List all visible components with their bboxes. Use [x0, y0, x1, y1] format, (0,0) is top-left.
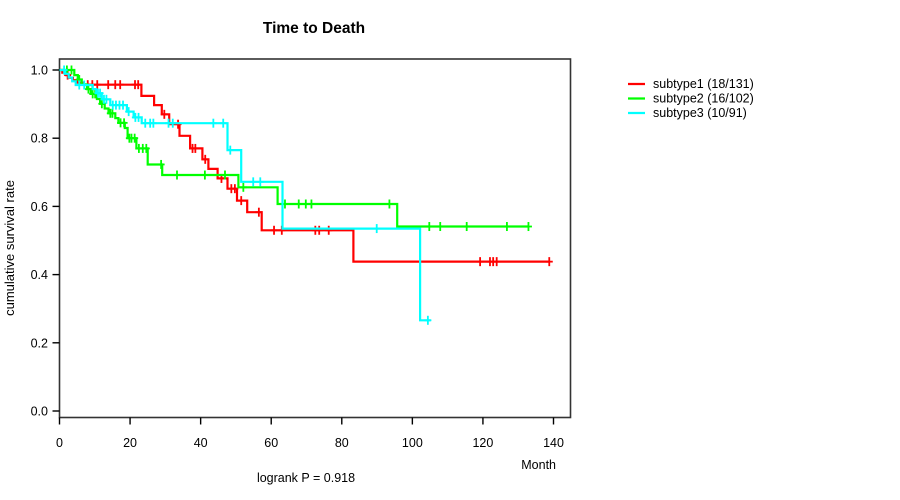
x-tick-label: 20 — [123, 436, 137, 450]
y-tick-label: 0.2 — [31, 336, 48, 350]
y-axis-title: cumulative survival rate — [2, 180, 17, 316]
legend-item-subtype3: subtype3 (10/91) — [628, 106, 747, 120]
plot-title: Time to Death — [263, 20, 365, 37]
x-tick-label: 80 — [335, 436, 349, 450]
legend-item-subtype2: subtype2 (16/102) — [628, 92, 754, 106]
x-tick-label: 0 — [56, 436, 63, 450]
legend: subtype1 (18/131) subtype2 (16/102) subt… — [628, 77, 754, 120]
y-tick-label: 0.6 — [31, 200, 48, 214]
legend-label-subtype2: subtype2 (16/102) — [653, 92, 754, 106]
plot-box — [58, 58, 572, 419]
x-tick-label: 100 — [402, 436, 423, 450]
y-tick-label: 0.8 — [31, 132, 48, 146]
x-tick-label: 140 — [543, 436, 564, 450]
x-tick-label: 120 — [472, 436, 493, 450]
y-tick-label: 1.0 — [31, 64, 48, 78]
logrank-p-value: logrank P = 0.918 — [257, 471, 355, 485]
x-axis-title: Month — [521, 458, 556, 472]
curve-subtype3 — [59, 68, 431, 322]
x-tick-label: 40 — [194, 436, 208, 450]
y-tick-label: 0.0 — [31, 405, 48, 419]
legend-item-subtype1: subtype1 (18/131) — [628, 77, 754, 91]
curve-subtype2 — [59, 68, 529, 228]
legend-label-subtype3: subtype3 (10/91) — [653, 106, 747, 120]
curve-subtype1 — [59, 68, 550, 263]
y-tick-label: 0.4 — [31, 268, 48, 282]
legend-label-subtype1: subtype1 (18/131) — [653, 77, 754, 91]
x-tick-label: 60 — [264, 436, 278, 450]
plot-area: 0 20 40 60 80 100 120 140 0.0 0.2 0.4 0.6 0.8 1.0 — [31, 58, 572, 450]
